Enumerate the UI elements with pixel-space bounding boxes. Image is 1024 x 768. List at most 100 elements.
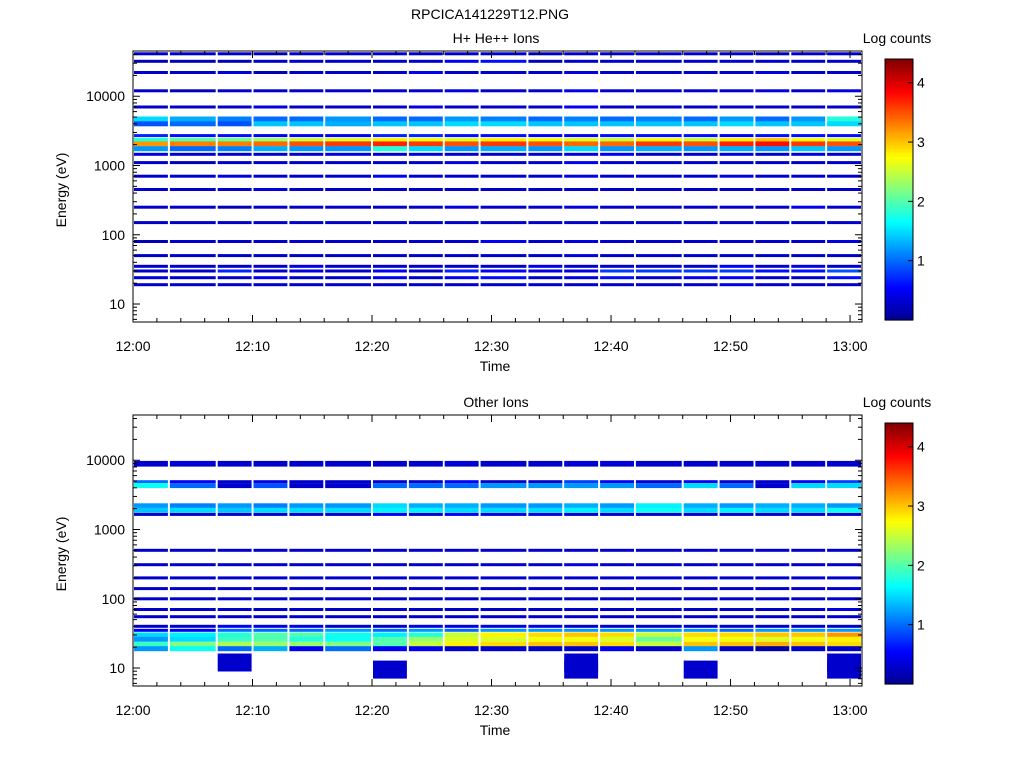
heatmap-cell [289, 269, 324, 273]
heatmap-cell [253, 632, 288, 638]
heatmap-cell [755, 205, 790, 209]
heatmap-cell [408, 632, 443, 638]
colorbar-swatch [885, 430, 913, 434]
heatmap-cell [444, 71, 479, 74]
colorbar-swatch [885, 548, 913, 552]
heatmap-cell [827, 576, 861, 580]
heatmap-cell [217, 463, 252, 467]
colorbar-swatch [885, 274, 913, 278]
colorbar-swatch [885, 517, 913, 521]
heatmap-cell [791, 134, 826, 138]
heatmap-cell [408, 59, 443, 63]
heatmap-cell [564, 576, 599, 580]
heatmap-cell [480, 628, 527, 632]
heatmap-cell [755, 89, 790, 93]
heatmap-cell [444, 463, 479, 467]
colorbar-swatch [885, 73, 913, 77]
heatmap-cell [480, 221, 527, 225]
heatmap-cell [719, 146, 754, 152]
heatmap-cell [528, 105, 563, 109]
colorbar-swatch [885, 61, 913, 65]
colorbar-swatch [885, 572, 913, 576]
colorbar-swatch [885, 681, 913, 685]
heatmap-cell [564, 503, 599, 509]
heatmap-cell [253, 460, 288, 464]
x-tick-label: 12:20 [354, 338, 389, 354]
colorbar-swatch [885, 234, 913, 238]
heatmap-cell [134, 105, 168, 109]
heatmap-cell [373, 254, 407, 258]
heatmap-cell [683, 563, 718, 567]
heatmap-cell [827, 205, 861, 209]
heatmap-cell [564, 205, 599, 209]
heatmap-cell [169, 636, 216, 642]
heatmap-cell [791, 240, 826, 243]
colorbar-swatch [885, 263, 913, 267]
heatmap-cell [217, 587, 252, 591]
heatmap-cell [408, 221, 443, 225]
colorbar-tick-label: 3 [917, 498, 925, 514]
heatmap-cell [719, 480, 754, 484]
heatmap-cell [791, 89, 826, 93]
heatmap-cell [791, 254, 826, 258]
heatmap-cell [253, 483, 288, 489]
heatmap-cell [600, 134, 634, 138]
colorbar-swatch [885, 77, 913, 81]
heatmap-cell [444, 269, 479, 273]
heatmap-cell [791, 59, 826, 63]
heatmap-cell [528, 483, 563, 489]
colorbar-swatch [885, 584, 913, 588]
heatmap-cell [528, 146, 563, 152]
heatmap-cell [408, 480, 443, 484]
colorbar-swatch [885, 676, 913, 680]
heatmap-cell [683, 628, 718, 632]
heatmap-cell [134, 254, 168, 258]
heatmap-cell [564, 636, 599, 642]
heatmap-cell [253, 205, 288, 209]
heatmap-cell [169, 221, 216, 225]
heatmap-cell [444, 276, 479, 280]
colorbar-swatch [885, 246, 913, 250]
colorbar-swatch [885, 120, 913, 124]
heatmap-cell [169, 152, 216, 156]
y-tick-label: 1000 [94, 521, 125, 537]
heatmap-cell [791, 121, 826, 127]
colorbar-swatch [885, 593, 913, 597]
heatmap-cell [600, 548, 634, 552]
heatmap-cell [253, 587, 288, 591]
colorbar-swatch [885, 158, 913, 162]
heatmap-cell [480, 646, 527, 652]
colorbar-swatch [885, 184, 913, 188]
colorbar-swatch [885, 59, 913, 62]
heatmap-cell [683, 89, 718, 93]
heatmap-cell [408, 641, 443, 647]
heatmap-cell [134, 463, 168, 467]
colorbar-swatch [885, 553, 913, 557]
heatmap-cell [217, 608, 252, 611]
heatmap-cell [253, 512, 288, 516]
colorbar-swatch [885, 144, 913, 148]
heatmap-cell [289, 89, 324, 93]
heatmap-cell [217, 460, 252, 464]
heatmap-cell [289, 480, 324, 484]
colorbar-swatch [885, 118, 913, 122]
heatmap-cell [134, 152, 168, 156]
colorbar-swatch [885, 312, 913, 316]
heatmap-cell [169, 480, 216, 484]
heatmap-cell [169, 141, 216, 147]
heatmap-cell [719, 460, 754, 464]
heatmap-cell [719, 503, 754, 509]
heatmap-cell [827, 608, 861, 611]
heatmap-cell [408, 205, 443, 209]
heatmap-cell [600, 52, 634, 56]
heatmap-cell [217, 71, 252, 74]
colorbar-swatch [885, 191, 913, 195]
heatmap-cell [325, 460, 371, 464]
heatmap-cell [373, 276, 407, 280]
x-tick-label: 12:10 [235, 338, 270, 354]
colorbar-frame [884, 422, 914, 685]
heatmap-cell [217, 503, 252, 509]
heatmap-cell [373, 646, 407, 652]
heatmap-cell [600, 146, 634, 152]
heatmap-cell [289, 507, 324, 513]
